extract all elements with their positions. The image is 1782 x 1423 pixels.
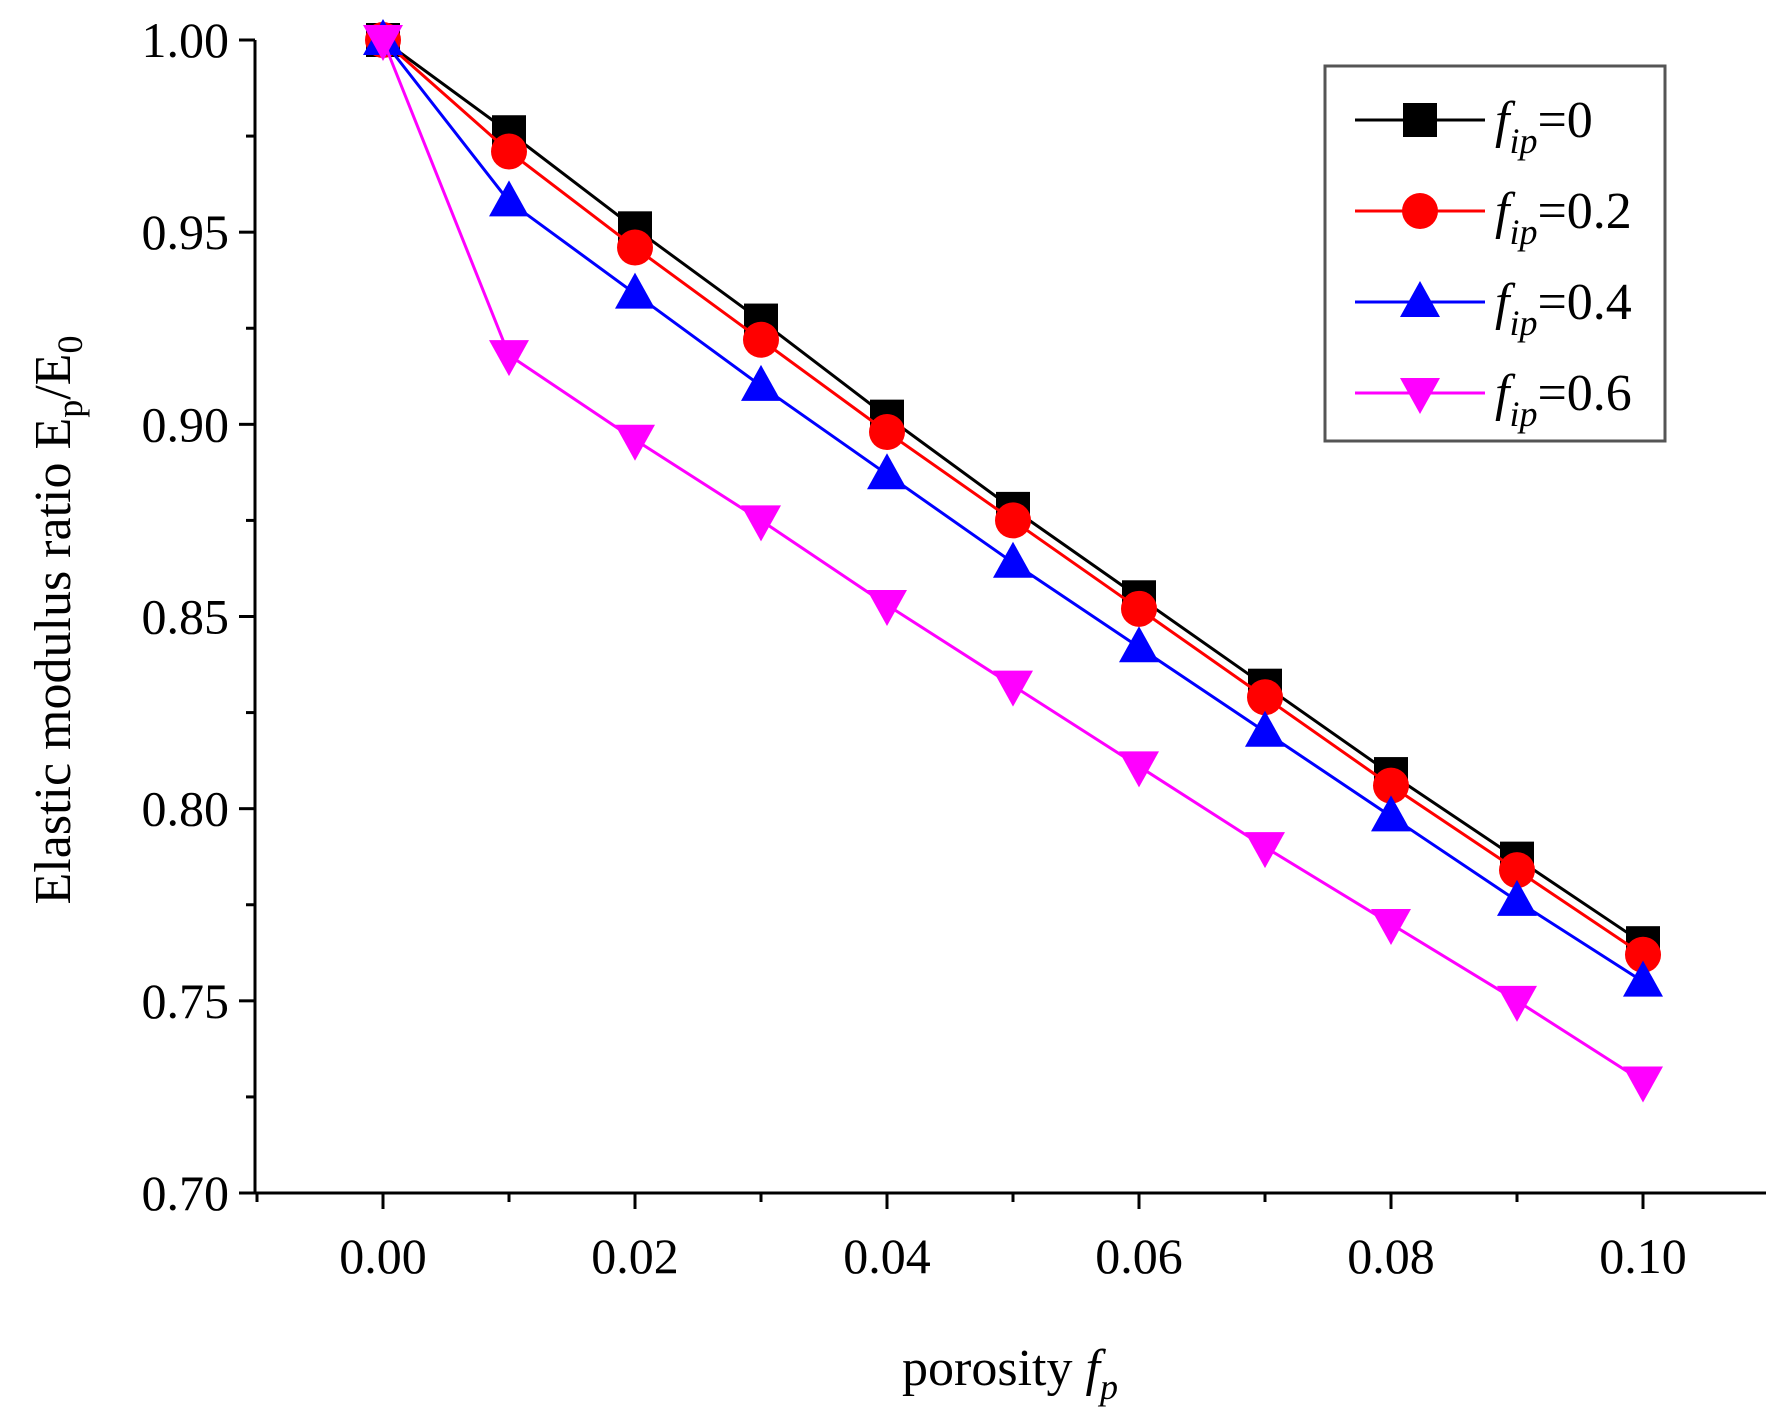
x-tick-label: 0.10 xyxy=(1599,1228,1687,1284)
y-tick-label: 0.80 xyxy=(142,781,230,837)
legend-label-sub: ip xyxy=(1509,212,1537,252)
data-point xyxy=(617,229,653,266)
data-point xyxy=(1371,908,1411,945)
legend-label-value: =0.6 xyxy=(1537,365,1631,422)
y-tick-label: 0.75 xyxy=(142,973,230,1029)
legend-label-value: =0.4 xyxy=(1537,274,1631,331)
data-point xyxy=(1497,985,1537,1022)
data-point xyxy=(489,340,529,377)
data-point xyxy=(1245,832,1285,869)
ticks: 0.70 0.75 0.80 0.85 0.90 0.95 1.00 0.00 0.02 0.04… xyxy=(142,12,1687,1284)
data-point xyxy=(1245,710,1285,747)
data-point xyxy=(1373,767,1409,804)
series-3 xyxy=(363,25,1663,1103)
y-tick-label: 1.00 xyxy=(142,12,230,68)
series-1 xyxy=(365,22,1661,973)
legend-box xyxy=(1323,64,1667,443)
x-tick-label: 0.04 xyxy=(843,1228,931,1284)
legend-item: fip=0 xyxy=(1355,92,1593,161)
data-point xyxy=(1371,795,1411,832)
data-point xyxy=(1121,590,1157,627)
legend-marker xyxy=(1400,378,1440,414)
series-layer xyxy=(363,19,1663,1103)
data-point xyxy=(993,670,1033,707)
y-tick-label: 0.70 xyxy=(142,1165,230,1221)
x-axis-title-main: porosity xyxy=(902,1340,1085,1397)
data-point xyxy=(993,541,1033,578)
data-point xyxy=(1497,879,1537,916)
x-tick-label: 0.08 xyxy=(1347,1228,1435,1284)
x-tick-label: 0.02 xyxy=(591,1228,679,1284)
data-point xyxy=(1119,626,1159,663)
data-point xyxy=(491,133,527,170)
x-tick-label: 0.00 xyxy=(339,1228,427,1284)
y-axis-title: Elastic modulus ratio Ep/E0 xyxy=(25,336,90,905)
series-2 xyxy=(363,19,1663,997)
legend-label-value: =0 xyxy=(1537,92,1592,149)
y-axis-title-mid: /E xyxy=(25,354,82,400)
data-point xyxy=(867,589,907,626)
data-point xyxy=(867,453,907,490)
data-point xyxy=(363,25,403,61)
data-point xyxy=(1623,1066,1663,1103)
data-point xyxy=(743,321,779,358)
x-axis-title-sub: p xyxy=(1097,1367,1118,1407)
data-point xyxy=(741,364,781,401)
data-point xyxy=(615,272,655,309)
legend-label-sub: ip xyxy=(1509,121,1537,161)
legend-marker xyxy=(1402,193,1438,229)
x-tick-label: 0.06 xyxy=(1095,1228,1183,1284)
y-tick-label: 0.85 xyxy=(142,589,230,645)
legend-item: fip=0.6 xyxy=(1355,365,1632,434)
data-point xyxy=(615,424,655,461)
legend-label-value: =0.2 xyxy=(1537,183,1631,240)
data-point xyxy=(869,414,905,451)
y-axis-title-sub1: p xyxy=(50,400,90,418)
legend-marker xyxy=(1400,281,1440,317)
x-axis-title: porosity fp xyxy=(902,1340,1118,1407)
legend-label-sub: ip xyxy=(1509,303,1537,343)
data-point xyxy=(1625,936,1661,973)
legend-label: fip=0.6 xyxy=(1495,365,1632,434)
data-point xyxy=(995,502,1031,539)
y-tick-label: 0.95 xyxy=(142,204,230,260)
data-point xyxy=(1499,852,1535,889)
data-point xyxy=(741,505,781,542)
y-tick-label: 0.90 xyxy=(142,396,230,452)
data-point xyxy=(489,180,529,217)
y-axis-title-main: Elastic modulus ratio E xyxy=(25,418,82,905)
legend-marker xyxy=(1403,103,1437,137)
y-axis-title-sub2: 0 xyxy=(50,336,90,354)
legend-label-sub: ip xyxy=(1509,394,1537,434)
data-point xyxy=(1623,960,1663,997)
data-point xyxy=(1119,751,1159,788)
data-point xyxy=(1247,679,1283,716)
